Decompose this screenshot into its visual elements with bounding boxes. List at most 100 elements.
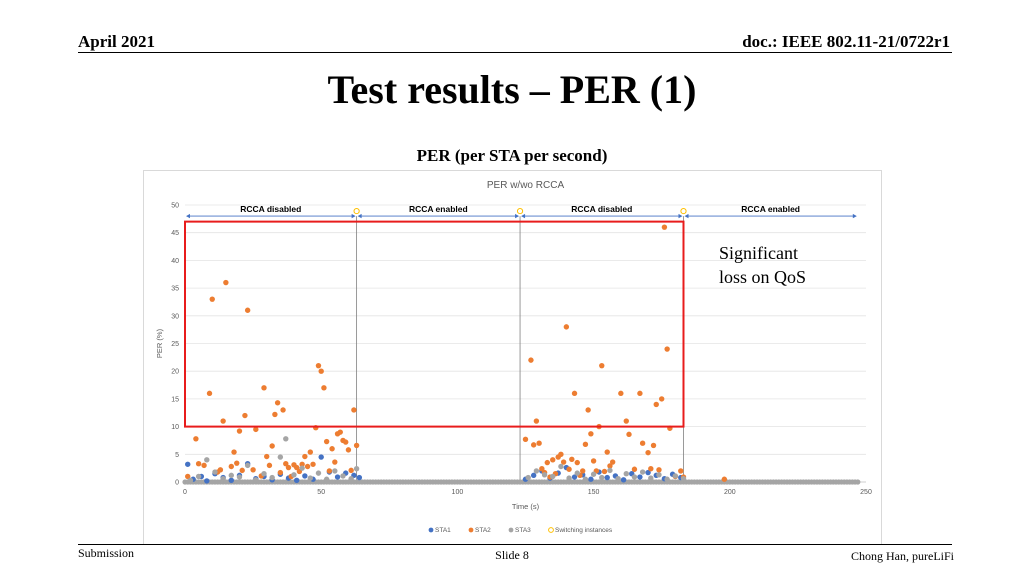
data-point-sta3	[582, 476, 589, 482]
x-tick-label: 250	[860, 489, 872, 496]
segment-arrowhead-right	[678, 213, 683, 219]
slide-title: Test results – PER (1)	[327, 67, 697, 112]
y-tick-label: 45	[171, 230, 179, 237]
data-point-sta1	[356, 474, 363, 481]
data-point-sta2	[310, 461, 316, 467]
data-point-sta2	[590, 458, 597, 464]
data-point-sta3	[590, 471, 597, 477]
data-point-sta3	[599, 474, 605, 481]
data-point-sta2	[236, 428, 243, 434]
data-point-sta3	[269, 474, 275, 481]
data-point-sta2	[253, 426, 259, 433]
switching-marker	[516, 207, 524, 215]
data-point-sta2	[220, 418, 226, 424]
annotation-line-2: loss on QoS	[719, 267, 807, 287]
highlight-box	[184, 220, 685, 428]
data-point-sta2	[569, 456, 575, 462]
data-point-sta1	[620, 477, 627, 483]
data-point-sta2	[315, 362, 322, 369]
data-point-sta2	[604, 449, 610, 455]
data-point-sta2	[231, 449, 237, 455]
chart-title: PER w/wo RCCA	[487, 180, 565, 191]
data-point-sta2	[217, 467, 224, 473]
data-point-sta2	[623, 418, 629, 424]
legend-marker-sta1	[428, 527, 434, 533]
annotation-line-1: Significant	[719, 243, 798, 263]
data-point-sta2	[648, 466, 654, 472]
data-point-sta2	[239, 467, 245, 474]
data-point-sta3	[525, 474, 531, 481]
data-point-sta2	[323, 438, 330, 445]
data-point-sta2	[274, 400, 281, 406]
data-point-sta2	[293, 464, 300, 471]
legend-label: STA1	[435, 527, 451, 534]
data-point-sta3	[291, 472, 297, 478]
y-tick-label: 25	[171, 341, 179, 348]
data-point-sta2	[193, 436, 199, 442]
data-point-sta2	[528, 357, 534, 363]
slide-subtitle: PER (per STA per second)	[416, 146, 608, 165]
data-point-sta1	[334, 474, 341, 480]
data-point-sta3	[307, 475, 314, 481]
header-date: April 2021	[78, 32, 155, 51]
data-point-sta2	[209, 296, 215, 302]
y-tick-label: 15	[171, 396, 179, 403]
x-tick-label: 150	[588, 489, 600, 496]
data-point-sta2	[299, 461, 305, 467]
footer-divider	[78, 544, 952, 545]
data-point-sta2	[332, 459, 338, 465]
legend-marker-switching	[548, 527, 554, 533]
segment-label: RCCA enabled	[409, 204, 468, 214]
data-point-sta2	[566, 466, 572, 472]
data-point-sta3	[228, 472, 235, 479]
data-point-sta2	[242, 412, 248, 419]
data-point-sta2	[607, 463, 613, 469]
data-point-sta2	[185, 473, 191, 480]
data-point-sta3	[639, 469, 646, 475]
data-point-sta2	[645, 449, 651, 456]
data-point-sta3	[550, 473, 556, 480]
data-point-sta2	[618, 390, 624, 397]
data-point-sta1	[604, 474, 610, 481]
data-point-sta2	[585, 407, 591, 413]
data-point-sta2	[536, 440, 542, 446]
data-point-sta2	[626, 431, 632, 438]
legend-marker-sta3	[508, 527, 514, 533]
data-point-sta2	[261, 385, 267, 391]
data-point-sta2	[264, 453, 270, 460]
data-point-sta3	[607, 467, 613, 474]
data-point-sta3	[533, 468, 540, 474]
switching-marker	[680, 207, 687, 215]
data-point-sta2	[533, 418, 540, 424]
data-point-sta2	[601, 468, 608, 475]
data-point-sta1	[318, 454, 324, 460]
data-point-sta2	[206, 390, 213, 397]
segment-arrowhead-left	[521, 213, 526, 219]
data-point-sta2	[599, 362, 605, 369]
data-point-sta2	[678, 468, 684, 474]
data-point-sta2	[582, 441, 589, 448]
data-point-sta2	[272, 411, 278, 418]
x-tick-label: 0	[183, 489, 187, 496]
data-point-sta1	[204, 478, 210, 484]
data-point-sta2	[544, 459, 550, 466]
data-point-sta2	[580, 468, 586, 474]
data-point-sta3	[541, 472, 548, 478]
data-point-sta3	[212, 469, 218, 475]
data-point-sta2	[639, 440, 646, 446]
data-point-sta2	[588, 431, 594, 437]
segment-arrowhead-left	[357, 213, 362, 219]
data-point-sta2	[343, 439, 349, 445]
data-point-sta3	[204, 457, 210, 463]
data-point-sta2	[661, 224, 668, 230]
data-point-sta1	[588, 476, 594, 482]
data-point-sta2	[560, 459, 567, 465]
data-point-sta2	[637, 390, 643, 397]
data-point-sta3	[195, 473, 202, 480]
y-tick-label: 10	[171, 424, 179, 431]
data-point-sta1	[645, 469, 651, 476]
data-point-sta3	[340, 473, 346, 479]
data-point-sta2	[244, 307, 251, 313]
data-point-sta2	[558, 451, 564, 457]
data-point-sta2	[631, 466, 638, 472]
